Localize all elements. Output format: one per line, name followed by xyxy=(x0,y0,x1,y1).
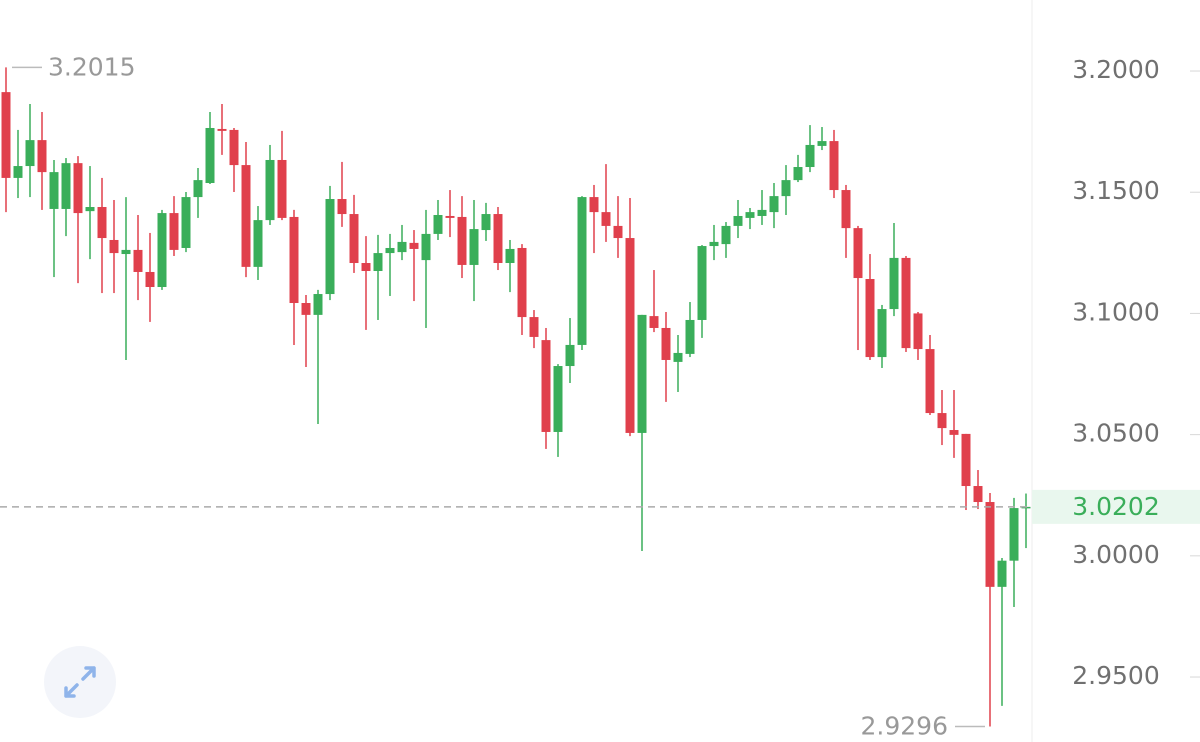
candle-body xyxy=(37,140,47,173)
candle-body xyxy=(133,249,143,272)
candle-body xyxy=(505,248,515,264)
candle-body xyxy=(193,180,203,198)
candle-body xyxy=(625,238,635,433)
candle-body xyxy=(13,166,23,178)
y-tick-label: 3.1500 xyxy=(1072,176,1159,205)
min-label: 2.9296 xyxy=(861,711,948,740)
candle-body xyxy=(241,165,251,267)
candle-body xyxy=(145,271,155,288)
candle-body xyxy=(253,220,263,267)
max-label: 3.2015 xyxy=(48,52,135,81)
candle-body xyxy=(337,199,347,215)
candle-body xyxy=(925,349,935,414)
candle-body xyxy=(601,212,611,226)
candle-body xyxy=(1009,508,1019,561)
candle-body xyxy=(265,159,275,221)
candle-body xyxy=(1,92,11,178)
candle-body xyxy=(817,141,827,146)
candle-body xyxy=(829,141,839,191)
candle-body xyxy=(109,239,119,254)
candle-body xyxy=(589,197,599,213)
candle-body xyxy=(529,317,539,337)
expand-button-bg[interactable] xyxy=(44,646,116,718)
candle-body xyxy=(373,253,383,272)
candle-body xyxy=(73,163,83,214)
candle-body xyxy=(865,279,875,358)
candle-body xyxy=(649,316,659,328)
candle-body xyxy=(121,249,131,255)
candle-body xyxy=(889,257,899,310)
candle-body xyxy=(469,229,479,265)
y-tick-label: 3.2000 xyxy=(1072,55,1159,84)
candle-body xyxy=(745,212,755,218)
candle-body xyxy=(361,263,371,272)
y-tick-label: 2.9500 xyxy=(1072,661,1159,690)
candle-body xyxy=(169,213,179,250)
y-tick-label: 3.1000 xyxy=(1072,297,1159,326)
candle-body xyxy=(313,294,323,315)
candle-body xyxy=(733,215,743,226)
candle-body xyxy=(217,128,227,131)
candle-body xyxy=(457,216,467,265)
expand-button[interactable] xyxy=(44,646,116,718)
candle-body xyxy=(949,430,959,435)
candle-body xyxy=(973,486,983,503)
candle-body xyxy=(445,215,455,218)
candle-body xyxy=(493,214,503,264)
expand-icon[interactable] xyxy=(64,666,96,698)
candle-body xyxy=(49,172,59,209)
candle-body xyxy=(385,247,395,254)
candle-body xyxy=(877,309,887,358)
candle-body xyxy=(553,366,563,432)
candle-body xyxy=(397,241,407,253)
candle-body xyxy=(205,127,215,184)
candle-body xyxy=(97,207,107,239)
candle-body xyxy=(709,241,719,247)
candle-body xyxy=(697,246,707,320)
candle-body xyxy=(913,313,923,350)
candle-body xyxy=(793,167,803,181)
candle-body xyxy=(685,319,695,354)
candle-body xyxy=(577,197,587,345)
candle-body xyxy=(517,247,527,318)
candle-body xyxy=(61,163,71,209)
candle-body xyxy=(805,144,815,168)
y-tick-label: 3.0000 xyxy=(1072,540,1159,569)
candle-body xyxy=(277,159,287,218)
candle-body xyxy=(349,214,359,264)
candle-body xyxy=(901,257,911,349)
candle-body xyxy=(25,140,35,167)
candle-body xyxy=(661,327,671,360)
candle-body xyxy=(565,344,575,367)
candle-body xyxy=(301,303,311,315)
candle-body xyxy=(229,129,239,166)
candle-body xyxy=(757,209,767,216)
candle-body xyxy=(937,413,947,429)
candle-body xyxy=(421,233,431,261)
candle-body xyxy=(673,352,683,362)
last-price-box xyxy=(1032,489,1200,524)
candle-body xyxy=(85,207,95,212)
candle-body xyxy=(481,214,491,231)
candle-body xyxy=(853,228,863,279)
candle-body xyxy=(325,199,335,295)
candle-body xyxy=(769,196,779,213)
candle-body xyxy=(289,216,299,304)
candle-body xyxy=(841,190,851,229)
candle-body xyxy=(181,197,191,248)
last-price-label: 3.0202 xyxy=(1072,492,1159,521)
candle-body xyxy=(433,215,443,234)
candle-body xyxy=(157,213,167,288)
candle-body xyxy=(409,242,419,249)
candle-body xyxy=(541,340,551,432)
candle-body xyxy=(961,433,971,487)
y-tick-label: 3.0500 xyxy=(1072,419,1159,448)
candle-body xyxy=(721,225,731,245)
candle-body xyxy=(985,502,995,587)
candle-body xyxy=(781,180,791,197)
candle-body xyxy=(997,560,1007,587)
candle-body xyxy=(613,225,623,239)
candle-body xyxy=(637,314,647,433)
